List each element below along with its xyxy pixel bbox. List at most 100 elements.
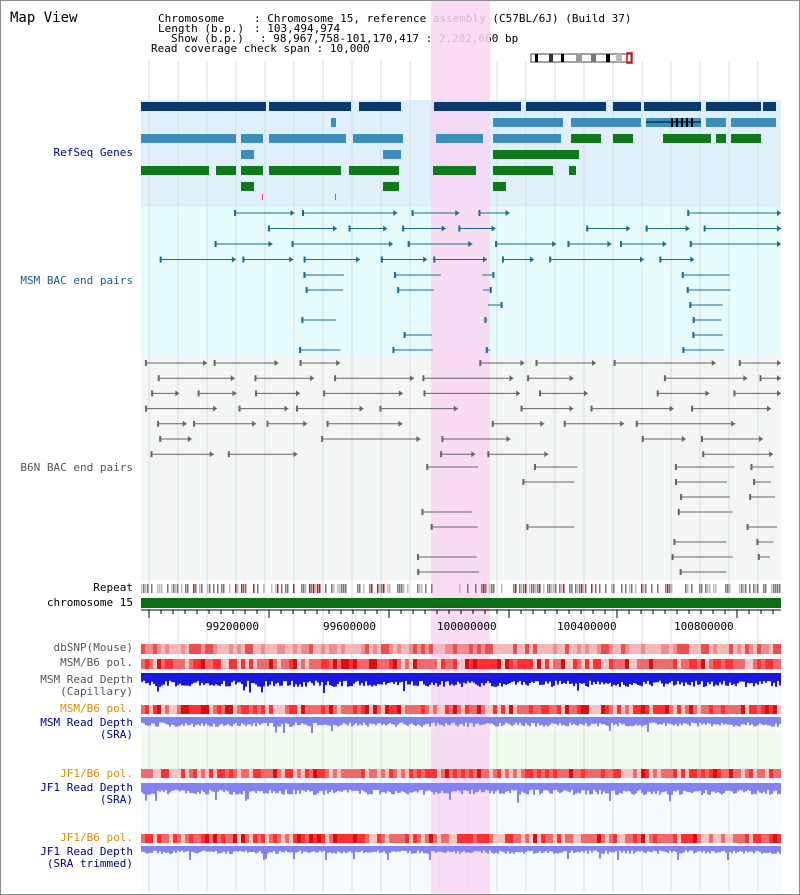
read-depth-bar xyxy=(359,783,361,794)
ideogram-band xyxy=(591,54,596,62)
read-depth-bar xyxy=(323,783,325,795)
read-depth-bar xyxy=(473,783,475,795)
bac-end xyxy=(416,436,421,442)
repeat-element xyxy=(707,584,709,593)
repeat-element xyxy=(431,584,433,593)
read-depth-bar xyxy=(579,673,581,683)
read-depth-bar xyxy=(575,846,577,853)
read-depth-bar xyxy=(337,717,339,727)
bac-end xyxy=(159,256,162,263)
read-depth-bar xyxy=(249,783,251,792)
read-depth-bar xyxy=(767,846,769,854)
read-depth-bar xyxy=(141,673,143,682)
read-depth-bar xyxy=(199,717,201,726)
read-depth-bar xyxy=(315,846,317,853)
read-depth-bar xyxy=(713,673,715,687)
read-depth-bar xyxy=(753,673,755,687)
polymorphism-cell xyxy=(201,659,205,669)
read-depth-bar xyxy=(651,783,653,795)
polymorphism-cell xyxy=(489,705,493,714)
polymorphism-cell xyxy=(257,769,261,778)
read-depth-bar xyxy=(221,783,223,791)
polymorphism-cell xyxy=(177,644,181,654)
read-depth-bar xyxy=(519,846,521,853)
read-depth-bar xyxy=(585,717,587,724)
read-depth-bar xyxy=(455,846,457,854)
read-depth-bar xyxy=(615,783,617,795)
read-depth-bar xyxy=(607,846,609,854)
repeat-element xyxy=(563,584,565,593)
read-depth-bar xyxy=(583,846,585,853)
read-depth-bar xyxy=(741,673,743,682)
bac-end xyxy=(398,390,403,397)
polymorphism-cell xyxy=(497,659,501,669)
read-depth-bar xyxy=(453,846,455,852)
read-depth-bar xyxy=(215,846,217,851)
read-depth-bar xyxy=(235,717,237,723)
read-depth-bar xyxy=(669,783,671,802)
read-depth-bar xyxy=(687,717,689,725)
read-depth-bar xyxy=(411,673,413,682)
polymorphism-cell xyxy=(689,834,693,843)
polymorphism-cell xyxy=(769,769,773,778)
read-depth-bar xyxy=(293,717,295,726)
read-depth-bar xyxy=(199,783,201,794)
polymorphism-cell xyxy=(217,644,221,654)
repeat-element xyxy=(687,584,689,593)
read-depth-bar xyxy=(271,783,273,794)
polymorphism-cell xyxy=(709,834,713,843)
bac-end xyxy=(639,256,644,263)
read-depth-bar xyxy=(575,673,577,684)
read-depth-bar xyxy=(655,783,657,794)
bac-end xyxy=(746,524,749,530)
read-depth-bar xyxy=(425,673,427,686)
polymorphism-cell xyxy=(577,644,581,654)
read-depth-bar xyxy=(325,783,327,791)
bac-end xyxy=(422,375,425,382)
polymorphism-cell xyxy=(469,705,473,714)
repeat-element xyxy=(309,584,311,593)
polymorphism-cell xyxy=(489,834,493,843)
read-depth-bar xyxy=(653,846,655,851)
polymorphism-cell xyxy=(485,659,489,669)
bac-end xyxy=(662,241,667,247)
polymorphism-cell xyxy=(729,705,733,714)
polymorphism-cell xyxy=(533,769,537,778)
polymorphism-cell xyxy=(733,834,737,843)
polymorphism-cell xyxy=(317,834,321,843)
read-depth-bar xyxy=(363,717,365,723)
polymorphism-cell xyxy=(149,705,153,714)
read-depth-bar xyxy=(735,846,737,853)
read-depth-bar xyxy=(735,783,737,794)
read-depth-bar xyxy=(277,783,279,793)
repeat-element xyxy=(213,584,215,593)
read-depth-bar xyxy=(293,673,295,687)
read-depth-bar xyxy=(749,846,751,852)
polymorphism-cell xyxy=(681,834,685,843)
polymorphism-cell xyxy=(141,834,145,843)
polymorphism-cell xyxy=(149,644,153,654)
repeat-element xyxy=(585,584,587,593)
read-depth-bar xyxy=(477,673,479,686)
polymorphism-cell xyxy=(229,705,233,714)
repeat-element xyxy=(187,584,189,593)
polymorphism-cell xyxy=(253,659,257,669)
bac-end xyxy=(484,317,487,323)
polymorphism-cell xyxy=(745,834,749,843)
polymorphism-cell xyxy=(601,769,605,778)
read-depth-bar xyxy=(245,783,247,801)
polymorphism-cell xyxy=(757,769,761,778)
polymorphism-cell xyxy=(245,644,249,654)
polymorphism-cell xyxy=(701,834,705,843)
polymorphism-cell xyxy=(561,705,565,714)
read-depth-bar xyxy=(639,673,641,686)
read-depth-bar xyxy=(757,783,759,791)
polymorphism-cell xyxy=(773,644,777,654)
read-depth-bar xyxy=(273,846,275,852)
bac-end xyxy=(323,390,326,397)
read-depth-bar xyxy=(473,846,475,852)
polymorphism-cell xyxy=(697,705,701,714)
read-depth-bar xyxy=(183,717,185,727)
